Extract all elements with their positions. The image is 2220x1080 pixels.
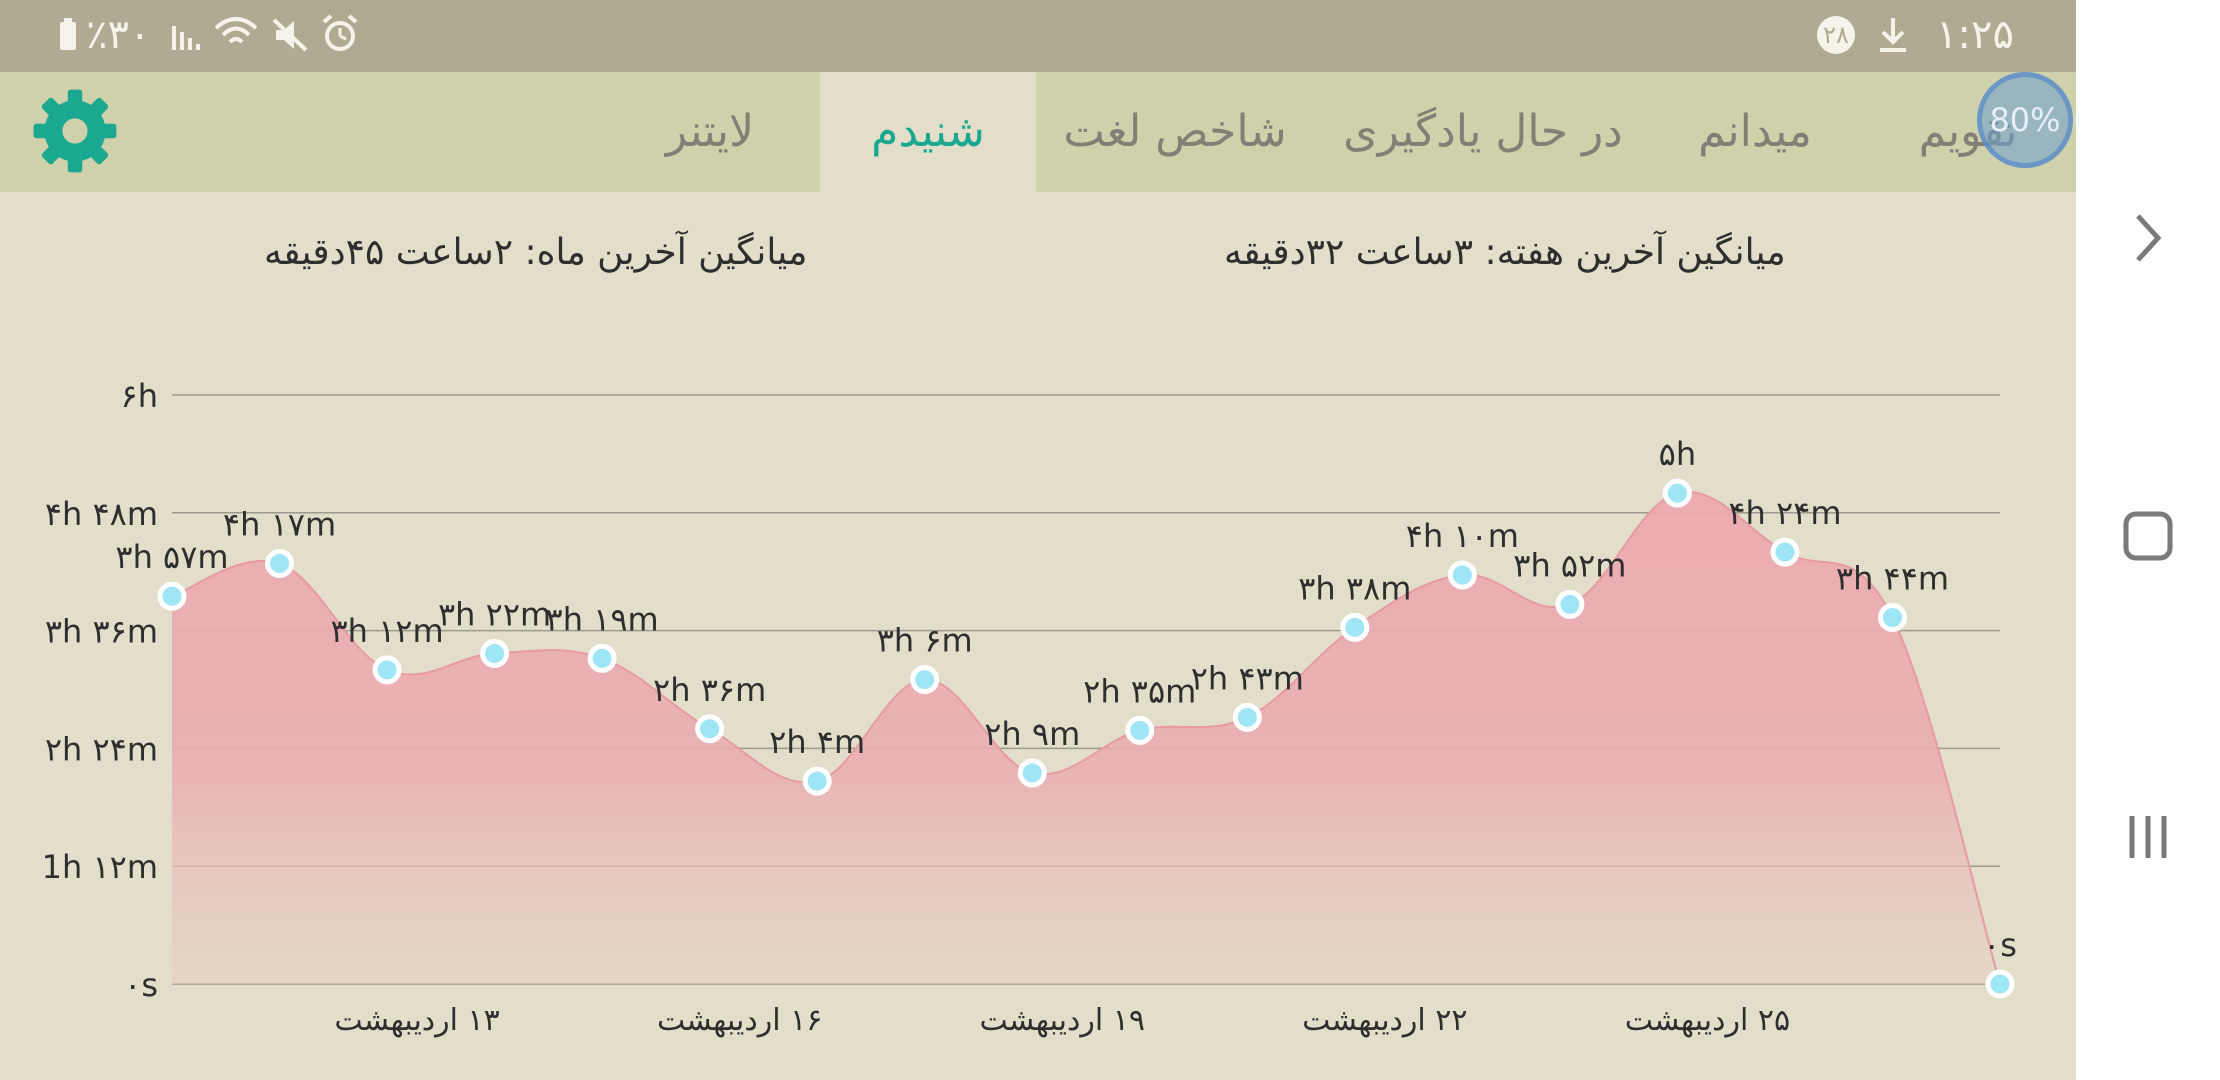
battery-icon [60,18,76,50]
data-point-label: ۴h ۲۴m [1728,494,1841,532]
tab-i-know[interactable]: میدانم [1698,106,1812,157]
data-point [1877,603,1907,633]
listening-time-chart: ۰s 1h ۱۲m ۲h ۲۴m ۳h ۳۶m ۴h ۴۸m ۶h ۱۳ اردیبهشت… [42,377,2017,1038]
area-fill [172,491,2000,984]
y-axis-labels: ۰s 1h ۱۲m ۲h ۲۴m ۳h ۳۶m ۴h ۴۸m ۶h [42,377,158,1004]
data-point [1770,537,1800,567]
data-point-label: ۰s [1983,926,2017,964]
y-tick-label: 1h ۱۲m [42,848,158,886]
data-point [802,766,832,796]
signal-icon [172,26,200,50]
data-point [265,549,295,579]
y-tick-label: ۶h [121,377,158,415]
data-point-label: ۳h ۵۲m [1513,546,1626,584]
tab-bar: تقویم میدانم در حال یادگیری شاخص لغت شنی… [0,72,2076,192]
data-point [695,714,725,744]
wifi-icon [214,17,258,44]
data-point-label: ۳h ۱۲m [330,612,443,650]
data-point-label: ۲h ۴۳m [1191,659,1304,697]
clock-time: ۱:۲۵ [1936,12,2014,58]
data-point [372,655,402,685]
x-axis-labels: ۱۳ اردیبهشت ۱۶ اردیبهشت ۱۹ اردیبهشت ۲۲ اردی… [334,1003,1790,1038]
data-point [1985,969,2015,999]
data-point-label: ۳h ۲۲m [438,596,551,634]
x-tick-label: ۲۵ اردیبهشت [1625,1003,1790,1038]
home-button-icon[interactable] [2122,510,2174,562]
x-tick-label: ۱۳ اردیبهشت [334,1003,499,1038]
battery-percent: ٪۳۰ [86,12,151,58]
data-point [157,581,187,611]
y-tick-label: ۰s [124,966,158,1004]
download-icon [1880,18,1906,52]
data-point-label: ۲h ۳۵m [1083,672,1196,710]
recent-apps-icon[interactable] [2124,812,2172,862]
y-tick-label: ۴h ۴۸m [45,495,158,533]
tab-word-index[interactable]: شاخص لغت [1063,106,1287,157]
data-point-label: ۲h ۴m [769,723,865,761]
data-point [1125,715,1155,745]
data-point [1447,560,1477,590]
tab-learning[interactable]: در حال یادگیری [1343,106,1623,157]
data-point [1340,612,1370,642]
chevron-right-icon[interactable] [2128,210,2168,266]
x-tick-label: ۲۲ اردیبهشت [1302,1003,1467,1038]
data-point [1232,702,1262,732]
app-screen: ٪۳۰ ۲۸ ۱:۲۵ تقویم [0,0,2076,1038]
data-point [587,643,617,673]
data-point [1017,758,1047,788]
chart-area [171,490,2001,985]
data-point [1662,478,1692,508]
data-point-label: ۳h ۱۹m [546,600,659,638]
status-bar: ٪۳۰ ۲۸ ۱:۲۵ [0,0,2076,72]
mute-icon [272,18,308,52]
y-tick-label: ۳h ۳۶m [45,613,158,651]
notification-badge: ۲۸ [1817,16,1855,54]
data-point [910,665,940,695]
system-nav-bar [2076,0,2220,1080]
data-point-label: ۵h [1659,435,1696,473]
data-point-label: ۳h ۴۴m [1836,560,1949,598]
alarm-icon [322,14,358,51]
x-tick-label: ۱۶ اردیبهشت [657,1003,822,1038]
x-tick-label: ۱۹ اردیبهشت [980,1003,1145,1038]
data-point-label: ۲h ۹m [984,715,1080,753]
data-point-label: ۳h ۵۷m [115,538,228,576]
floating-percent-overlay[interactable]: 80% [1977,72,2073,168]
data-point-label: ۲h ۳۶m [653,671,766,709]
tab-leitner[interactable]: لایتنر [665,106,755,157]
week-average: میانگین آخرین هفته: ۳ساعت ۳۲دقیقه [1224,232,1786,273]
month-average: میانگین آخرین ماه: ۲ساعت ۴۵دقیقه [264,232,808,273]
settings-gear-icon[interactable] [30,86,120,176]
data-point-label: ۴h ۱۷m [223,506,336,544]
tab-heard[interactable]: شنیدم [820,72,1036,192]
data-point [1555,589,1585,619]
data-point-label: ۳h ۶m [877,622,973,660]
y-tick-label: ۲h ۲۴m [45,730,158,768]
data-point-label: ۴h ۱۰m [1406,517,1519,555]
chart-points [157,478,2015,999]
data-point-label: ۳h ۳۸m [1298,569,1411,607]
data-point [480,639,510,669]
